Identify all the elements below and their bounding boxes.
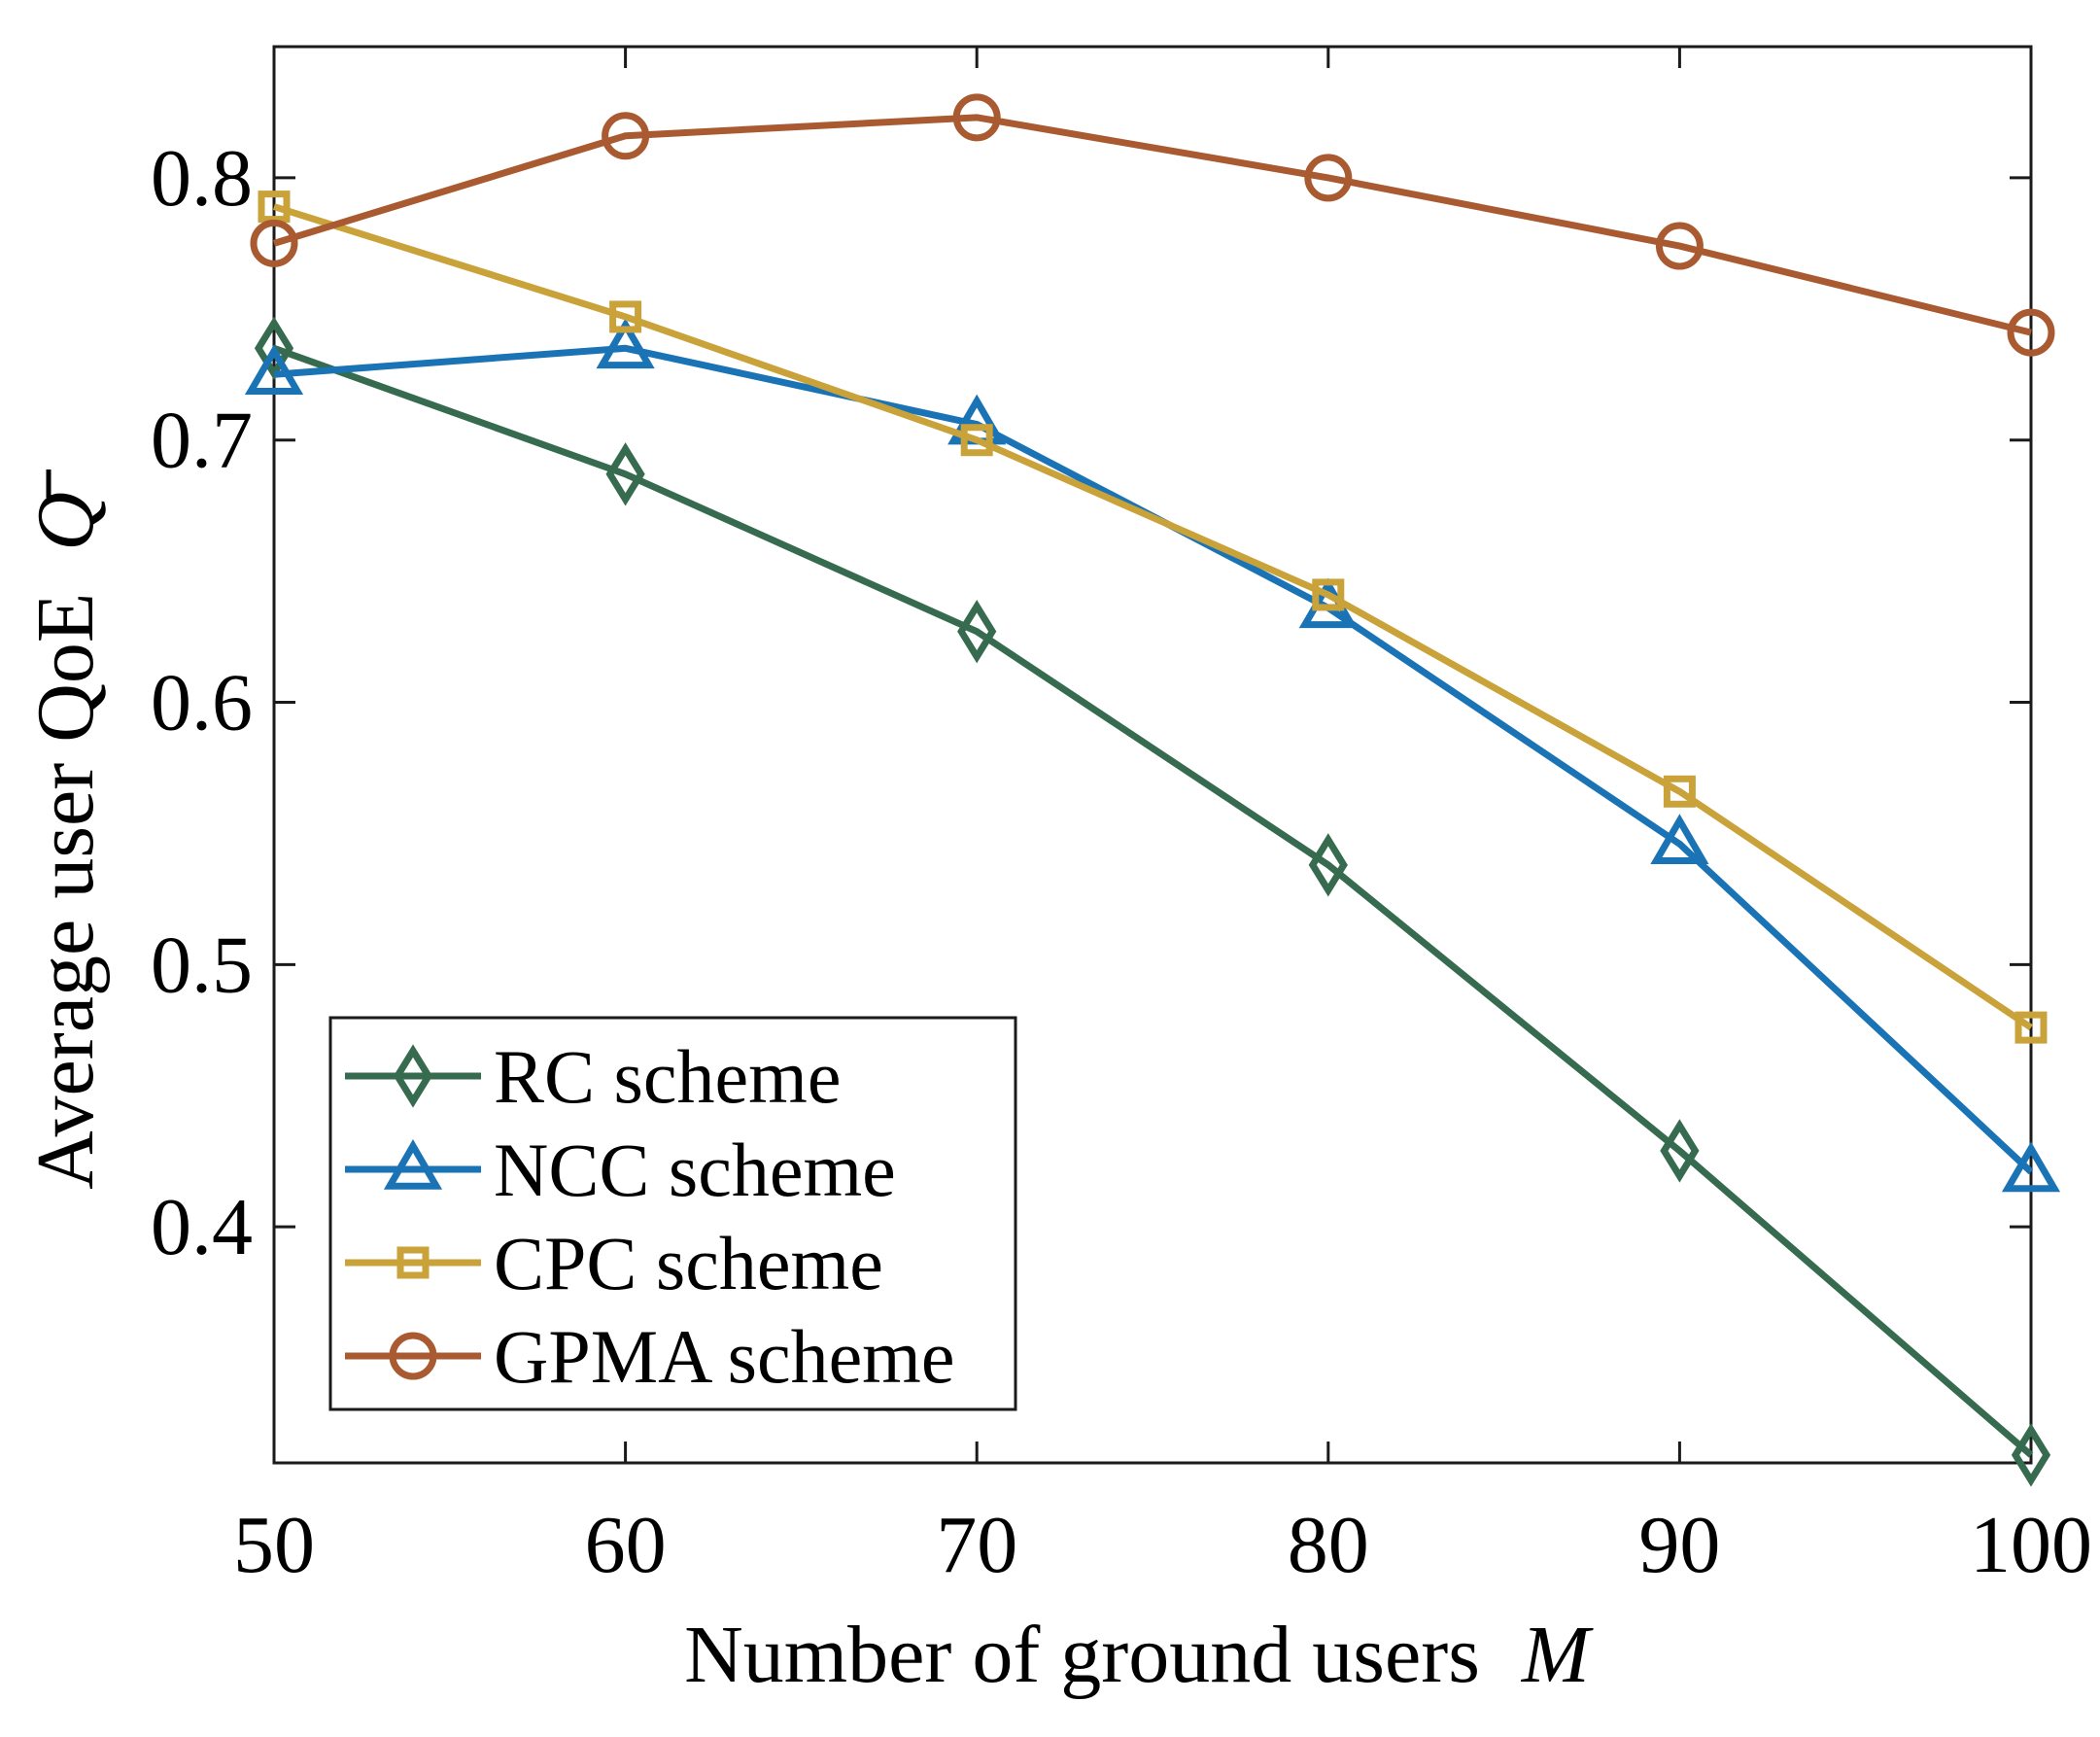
data-point-cpc-scheme — [258, 191, 291, 224]
data-point-gpma-scheme — [2007, 308, 2055, 357]
x-axis-symbol: M — [1521, 1610, 1594, 1700]
legend: RC scheme NCC scheme CPC scheme GPMA scheme — [328, 1016, 1017, 1411]
legend-item-rc-scheme: RC scheme — [345, 1034, 841, 1119]
data-point-gpma-scheme — [952, 93, 1001, 142]
legend-item-gpma-scheme: GPMA scheme — [345, 1314, 954, 1399]
data-point-gpma-scheme — [602, 112, 650, 160]
data-point-gpma-scheme — [1304, 154, 1353, 202]
data-point-rc-scheme — [1660, 1119, 1700, 1183]
data-point-cpc-scheme — [960, 424, 993, 457]
legend-label: RC scheme — [494, 1034, 841, 1119]
x-tick-label: 50 — [233, 1500, 315, 1590]
x-tick-label: 90 — [1638, 1500, 1720, 1590]
x-tick-label: 60 — [585, 1500, 667, 1590]
y-tick-label: 0.6 — [151, 658, 253, 748]
legend-box — [328, 1016, 1017, 1411]
legend-marker-rc-scheme — [393, 1044, 433, 1108]
data-point-cpc-scheme — [2014, 1011, 2048, 1044]
legend-item-cpc-scheme: CPC scheme — [345, 1221, 883, 1305]
data-point-rc-scheme — [2011, 1423, 2051, 1487]
series-cpc-scheme — [258, 191, 2048, 1044]
x-tick-label: 70 — [936, 1500, 1017, 1590]
legend-label: NCC scheme — [494, 1128, 896, 1212]
plot-box — [272, 45, 2033, 1465]
series-rc-scheme — [254, 316, 2051, 1487]
data-point-cpc-scheme — [609, 300, 642, 333]
legend-item-ncc-scheme: NCC scheme — [345, 1128, 896, 1212]
y-tick-label: 0.4 — [151, 1182, 253, 1272]
data-point-rc-scheme — [957, 600, 997, 664]
data-point-rc-scheme — [605, 442, 645, 506]
data-point-gpma-scheme — [250, 219, 298, 267]
legend-label: GPMA scheme — [494, 1314, 954, 1399]
plot-frame — [272, 45, 2033, 1465]
legend-marker-ncc-scheme — [383, 1139, 443, 1190]
legend-marker-gpma-scheme — [389, 1332, 437, 1380]
y-tick-label: 0.5 — [151, 920, 253, 1010]
x-axis-ticks: 50 60 70 80 90 100 — [233, 47, 2092, 1590]
series-layer — [244, 93, 2061, 1487]
y-axis-ticks: 0.4 0.5 0.6 0.7 0.8 — [151, 133, 2031, 1272]
y-axis-title: Average user QoE Q — [20, 492, 111, 1190]
series-line-gpma-scheme — [272, 114, 2032, 336]
x-tick-label: 80 — [1288, 1500, 1369, 1590]
data-point-cpc-scheme — [1312, 578, 1345, 611]
x-tick-label: 100 — [1970, 1500, 2092, 1590]
legend-marker-cpc-scheme — [396, 1246, 430, 1279]
data-point-ncc-scheme — [596, 318, 655, 369]
data-point-ncc-scheme — [244, 344, 304, 396]
y-tick-label: 0.7 — [151, 396, 253, 486]
series-line-cpc-scheme — [272, 203, 2033, 1031]
data-point-ncc-scheme — [2001, 1141, 2061, 1193]
series-line-rc-scheme — [272, 344, 2034, 1458]
data-point-gpma-scheme — [1655, 222, 1704, 270]
y-axis-symbol: Q — [20, 492, 111, 551]
series-gpma-scheme — [250, 93, 2055, 357]
x-axis-title: Number of ground users M — [684, 1610, 1594, 1700]
data-point-rc-scheme — [1308, 833, 1348, 897]
data-point-cpc-scheme — [1663, 775, 1696, 808]
legend-label: CPC scheme — [494, 1221, 883, 1305]
data-point-ncc-scheme — [1650, 814, 1709, 865]
y-tick-label: 0.8 — [151, 133, 253, 224]
